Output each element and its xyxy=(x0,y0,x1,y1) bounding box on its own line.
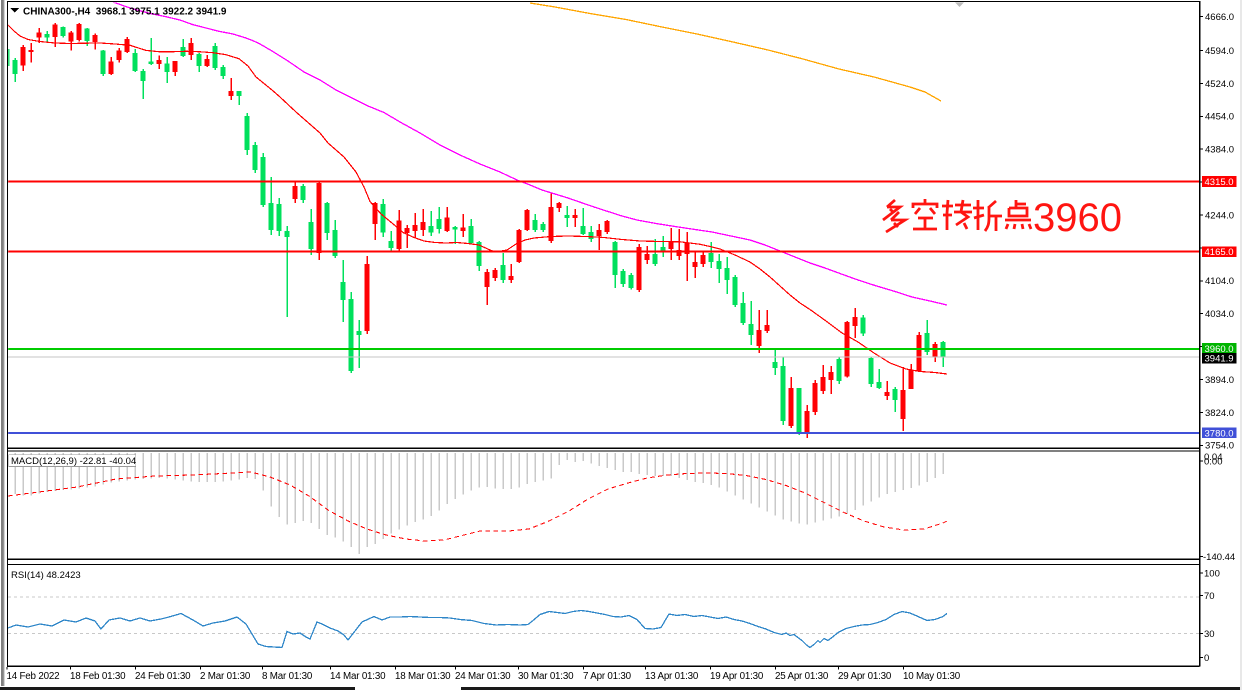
svg-text:4666.0: 4666.0 xyxy=(1205,12,1234,23)
svg-text:19 Apr 01:30: 19 Apr 01:30 xyxy=(710,671,764,682)
svg-text:24 Mar 01:30: 24 Mar 01:30 xyxy=(455,671,511,682)
svg-text:4034.0: 4034.0 xyxy=(1205,309,1234,320)
svg-text:4384.0: 4384.0 xyxy=(1205,145,1234,156)
svg-text:4594.0: 4594.0 xyxy=(1205,46,1234,57)
svg-text:3960.0: 3960.0 xyxy=(1205,344,1234,355)
svg-text:3780.0: 3780.0 xyxy=(1205,428,1234,439)
svg-text:MACD(12,26,9) -22.81 -40.04: MACD(12,26,9) -22.81 -40.04 xyxy=(11,456,136,467)
svg-text:4524.0: 4524.0 xyxy=(1205,79,1234,90)
svg-text:3941.9: 3941.9 xyxy=(1205,354,1234,365)
svg-text:4315.0: 4315.0 xyxy=(1205,177,1234,188)
svg-text:100: 100 xyxy=(1204,568,1220,579)
svg-text:4104.0: 4104.0 xyxy=(1205,276,1234,287)
svg-text:3894.0: 3894.0 xyxy=(1205,375,1234,386)
svg-text:0: 0 xyxy=(1204,653,1209,664)
svg-text:3754.0: 3754.0 xyxy=(1205,441,1234,452)
svg-text:8 Mar 01:30: 8 Mar 01:30 xyxy=(262,671,313,682)
svg-text:14 Mar 01:30: 14 Mar 01:30 xyxy=(330,671,386,682)
svg-text:25 Apr 01:30: 25 Apr 01:30 xyxy=(775,671,829,682)
svg-text:30 Mar 01:30: 30 Mar 01:30 xyxy=(518,671,574,682)
svg-text:14 Feb 2022: 14 Feb 2022 xyxy=(7,671,60,682)
svg-text:70: 70 xyxy=(1204,591,1215,602)
svg-text:0.00: 0.00 xyxy=(1204,457,1223,468)
svg-text:RSI(14) 48.2423: RSI(14) 48.2423 xyxy=(11,570,81,581)
svg-text:3824.0: 3824.0 xyxy=(1205,408,1234,419)
svg-text:18 Feb 01:30: 18 Feb 01:30 xyxy=(70,671,126,682)
svg-text:18 Mar 01:30: 18 Mar 01:30 xyxy=(395,671,451,682)
svg-text:7 Apr 01:30: 7 Apr 01:30 xyxy=(583,671,632,682)
svg-text:4165.0: 4165.0 xyxy=(1205,247,1234,258)
svg-text:30: 30 xyxy=(1204,629,1215,640)
svg-text:4454.0: 4454.0 xyxy=(1205,112,1234,123)
svg-text:2 Mar 01:30: 2 Mar 01:30 xyxy=(200,671,251,682)
svg-text:CHINA300-,H4 3968.1 3975.1 39: CHINA300-,H4 3968.1 3975.1 3922.2 3941.9 xyxy=(23,7,227,18)
svg-text:10 May 01:30: 10 May 01:30 xyxy=(903,671,961,682)
svg-text:24 Feb 01:30: 24 Feb 01:30 xyxy=(135,671,191,682)
svg-text:3960: 3960 xyxy=(1033,196,1122,240)
svg-text:4244.0: 4244.0 xyxy=(1205,210,1234,221)
svg-text:-140.44: -140.44 xyxy=(1203,552,1235,563)
svg-text:29 Apr 01:30: 29 Apr 01:30 xyxy=(838,671,892,682)
svg-text:0.04: 0.04 xyxy=(1204,452,1223,463)
svg-text:13 Apr 01:30: 13 Apr 01:30 xyxy=(645,671,699,682)
